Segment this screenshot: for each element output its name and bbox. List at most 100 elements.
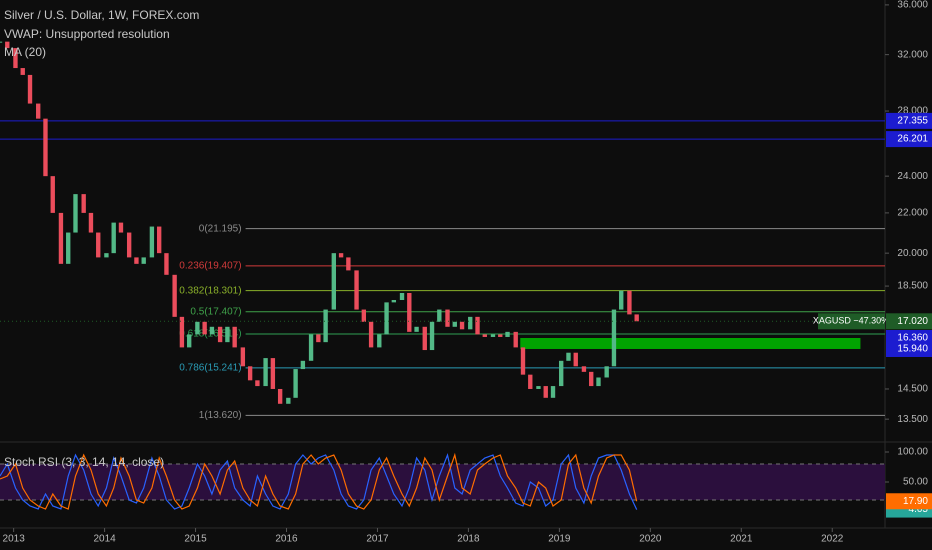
candle-body [422, 326, 427, 351]
candle-body [187, 334, 192, 348]
candle-body [195, 321, 200, 335]
candle-body [399, 292, 405, 301]
indicator-label[interactable]: VWAP: Unsupported resolution [4, 27, 170, 41]
candle-body [232, 326, 237, 348]
candle-body [407, 292, 412, 332]
x-tick-label: 2019 [548, 534, 571, 545]
candle-body [73, 194, 78, 233]
candle-body [316, 334, 321, 343]
stoch-band [0, 464, 885, 500]
candle-body [247, 366, 253, 381]
candle-body [619, 290, 624, 310]
candle-body [277, 388, 283, 404]
candle-body [528, 374, 533, 389]
x-tick-label: 2022 [821, 534, 844, 545]
candle-body [429, 321, 435, 351]
support-zone [520, 338, 861, 349]
candle-body [498, 334, 503, 337]
y-tick-label: 100.00 [897, 447, 928, 458]
candle-body [300, 360, 306, 370]
candle-body [377, 334, 382, 348]
candle-body [611, 309, 617, 367]
candle-body [445, 309, 450, 327]
candle-body [520, 347, 526, 375]
symbol-change-box [818, 313, 885, 330]
candle-body [368, 321, 374, 348]
candle-body [634, 314, 639, 322]
candle-body [96, 232, 101, 258]
level-label-box [886, 131, 932, 148]
candle-body [111, 222, 116, 254]
candle-body [179, 316, 185, 348]
candle-body [118, 222, 124, 233]
candle-body [331, 253, 336, 310]
zone-bottom-label-box [886, 340, 932, 357]
x-tick-label: 2015 [184, 534, 207, 545]
x-tick-label: 2018 [457, 534, 480, 545]
level-label: 26.201 [897, 134, 928, 145]
candle-body [468, 316, 473, 330]
candle-body [164, 253, 169, 275]
y-tick-label: 32.000 [897, 49, 928, 60]
candle-body [149, 226, 155, 258]
candle-body [104, 253, 109, 258]
indicator-label[interactable]: MA (20) [4, 45, 46, 59]
candle-body [573, 352, 578, 367]
candle-body [217, 326, 223, 343]
y-tick-label: 28.000 [897, 106, 928, 117]
candle-body [513, 331, 518, 348]
x-tick-label: 2021 [730, 534, 753, 545]
candle-body [346, 257, 351, 271]
level-label-box [886, 112, 932, 129]
indicator-label[interactable]: Stoch RSI (3, 3, 14, 14, close) [4, 455, 164, 469]
candle-body [5, 41, 10, 49]
y-tick-label: 24.000 [897, 171, 928, 182]
zone-top-label: 16.360 [897, 333, 928, 344]
fib-label: 0.236(19.407) [179, 261, 241, 272]
symbol-title[interactable]: Silver / U.S. Dollar, 1W, FOREX.com [4, 8, 199, 22]
candle-body [286, 397, 291, 404]
candle-body [255, 380, 260, 387]
candle-body [81, 194, 86, 213]
candle-body [293, 369, 298, 398]
candle-body [156, 226, 162, 254]
stoch-line [0, 452, 638, 510]
candle-body [88, 212, 94, 233]
candle-body [475, 316, 480, 335]
candle-body [391, 300, 397, 303]
fib-label: 0(21.195) [199, 223, 242, 234]
x-tick-label: 2013 [3, 534, 26, 545]
x-tick-label: 2017 [366, 534, 389, 545]
candle-body [550, 386, 556, 398]
candle-body [589, 371, 594, 387]
candle-body [20, 68, 25, 75]
candle-body [263, 358, 268, 387]
candle-body [308, 334, 314, 361]
candle-body [58, 212, 64, 264]
y-tick-label: 13.500 [897, 414, 928, 425]
last-price-label: 17.020 [897, 316, 928, 327]
candle-body [490, 334, 496, 337]
candle-body [141, 257, 146, 264]
candle-body [581, 366, 587, 372]
y-tick-label: 22.000 [897, 208, 928, 219]
candle-body [172, 274, 177, 317]
y-tick-label: 50.00 [903, 477, 928, 488]
fib-label: 1(13.620) [199, 410, 242, 421]
candle-body [0, 41, 3, 43]
candle-body [270, 358, 276, 389]
x-tick-label: 2020 [639, 534, 662, 545]
candle-body [354, 270, 359, 310]
candle-body [361, 309, 367, 322]
y-tick-label: 36.000 [897, 0, 928, 11]
candle-body [627, 290, 632, 315]
candle-body [459, 321, 465, 330]
candle-body [482, 334, 487, 337]
candle-body [126, 232, 132, 258]
x-tick-label: 2016 [275, 534, 298, 545]
symbol-change-label: XAGUSD −47.30% [813, 316, 889, 326]
candle-body [566, 352, 571, 361]
